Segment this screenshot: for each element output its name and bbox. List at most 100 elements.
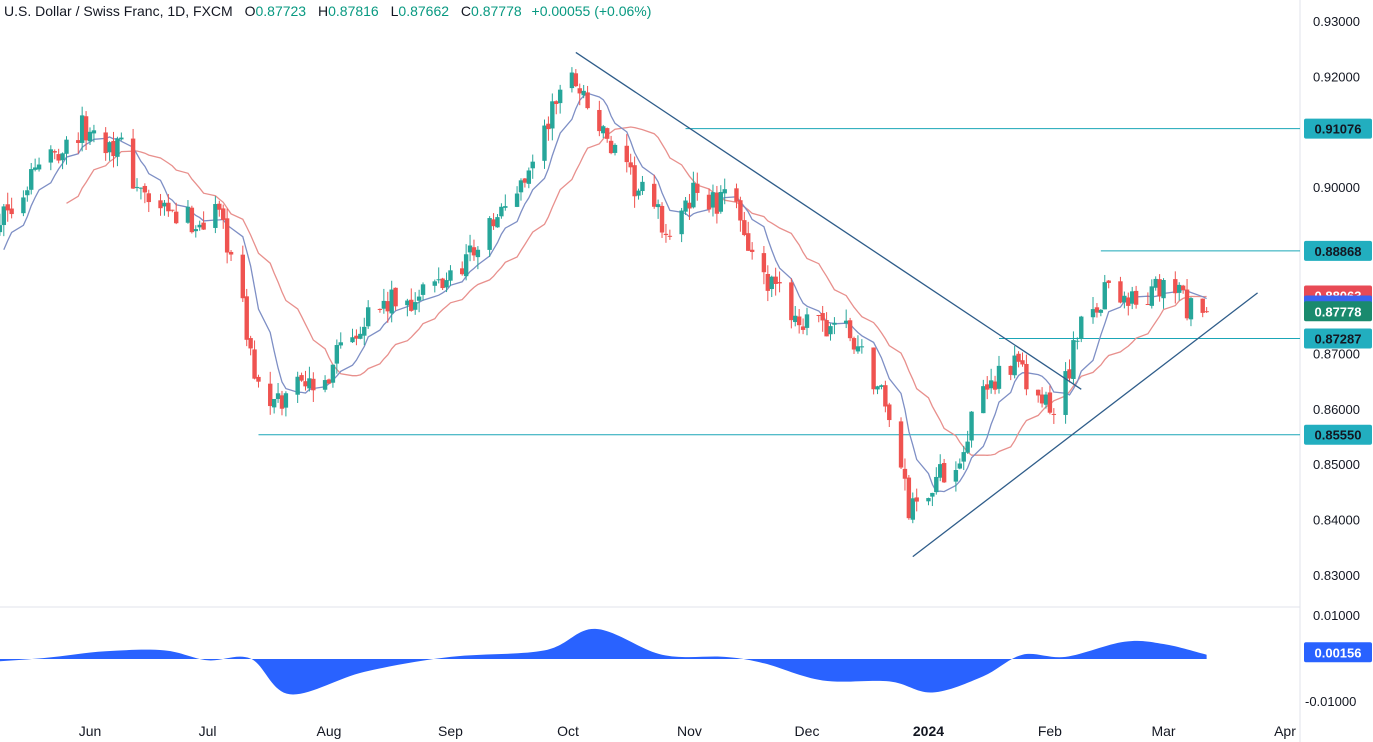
candle[interactable]	[244, 288, 249, 347]
candle[interactable]	[1153, 276, 1158, 291]
candle[interactable]	[1079, 315, 1084, 343]
candle[interactable]	[475, 246, 481, 270]
candle[interactable]	[1090, 296, 1096, 324]
candle[interactable]	[651, 174, 657, 209]
candle[interactable]	[746, 221, 751, 251]
candle[interactable]	[628, 153, 633, 175]
candle[interactable]	[695, 172, 700, 201]
candle[interactable]	[585, 85, 590, 110]
candle[interactable]	[471, 239, 477, 261]
candle[interactable]	[299, 372, 304, 382]
candle[interactable]	[1106, 279, 1111, 289]
candle[interactable]	[221, 204, 226, 229]
candle[interactable]	[119, 132, 124, 141]
candle[interactable]	[142, 183, 148, 204]
candle[interactable]	[608, 135, 614, 155]
candle[interactable]	[1188, 297, 1194, 327]
candle[interactable]	[906, 475, 912, 520]
candle[interactable]	[279, 390, 285, 416]
candle[interactable]	[1063, 362, 1068, 424]
candle[interactable]	[526, 167, 532, 189]
candle[interactable]	[467, 234, 473, 262]
candle[interactable]	[875, 385, 880, 395]
candle[interactable]	[170, 209, 175, 213]
candle[interactable]	[21, 190, 26, 217]
candle[interactable]	[855, 335, 861, 354]
candle[interactable]	[965, 430, 970, 454]
candle[interactable]	[330, 364, 336, 388]
candle[interactable]	[9, 197, 14, 219]
candle[interactable]	[193, 225, 198, 238]
candle[interactable]	[1008, 365, 1013, 381]
candlesticks[interactable]	[0, 67, 1209, 524]
candle[interactable]	[1149, 279, 1154, 309]
candle[interactable]	[295, 371, 300, 403]
candle[interactable]	[338, 332, 343, 349]
candle[interactable]	[546, 116, 551, 141]
candle[interactable]	[25, 186, 30, 202]
candle[interactable]	[1098, 309, 1104, 317]
candle[interactable]	[738, 196, 743, 232]
candle[interactable]	[577, 83, 582, 106]
candle[interactable]	[718, 185, 724, 214]
candle[interactable]	[1133, 285, 1139, 309]
candle[interactable]	[334, 339, 340, 374]
candle[interactable]	[52, 149, 57, 160]
candle[interactable]	[60, 152, 65, 170]
candle[interactable]	[773, 267, 778, 296]
candle[interactable]	[1200, 298, 1205, 318]
candle[interactable]	[448, 265, 453, 286]
candle[interactable]	[499, 203, 504, 219]
candle[interactable]	[83, 111, 89, 151]
candle[interactable]	[691, 171, 696, 209]
candle[interactable]	[957, 458, 963, 470]
candle[interactable]	[769, 275, 774, 298]
candle[interactable]	[201, 211, 206, 230]
candle[interactable]	[362, 317, 367, 346]
candle[interactable]	[761, 245, 767, 285]
candle[interactable]	[573, 69, 579, 88]
candle[interactable]	[969, 411, 974, 448]
candle[interactable]	[463, 244, 469, 281]
candle[interactable]	[405, 298, 410, 317]
candle[interactable]	[389, 280, 394, 323]
candle[interactable]	[416, 289, 422, 313]
candle[interactable]	[248, 335, 253, 356]
candle[interactable]	[1157, 274, 1162, 302]
candle[interactable]	[228, 250, 234, 262]
candle[interactable]	[930, 492, 935, 507]
candle[interactable]	[326, 378, 332, 384]
candle[interactable]	[444, 272, 449, 293]
candle[interactable]	[1122, 291, 1127, 309]
candle[interactable]	[358, 326, 363, 340]
candle[interactable]	[189, 205, 195, 234]
candle[interactable]	[1204, 307, 1209, 313]
trendline[interactable]	[575, 51, 1082, 390]
candle[interactable]	[1184, 279, 1190, 321]
candle[interactable]	[514, 186, 520, 208]
candle[interactable]	[518, 178, 524, 201]
candle[interactable]	[887, 402, 892, 427]
candle[interactable]	[217, 200, 222, 217]
candle[interactable]	[624, 134, 629, 173]
candle[interactable]	[64, 136, 69, 165]
symbol-title[interactable]: U.S. Dollar / Swiss Franc, 1D, FXCM	[4, 3, 233, 19]
candle[interactable]	[1094, 303, 1100, 318]
candle[interactable]	[851, 336, 857, 354]
candle[interactable]	[953, 461, 959, 492]
candle[interactable]	[440, 277, 445, 290]
candle[interactable]	[581, 84, 586, 99]
candle[interactable]	[714, 185, 720, 224]
candle[interactable]	[824, 312, 829, 337]
candle[interactable]	[687, 193, 692, 220]
candle[interactable]	[843, 309, 849, 329]
candle[interactable]	[48, 145, 54, 171]
candle[interactable]	[350, 328, 355, 343]
candle[interactable]	[706, 188, 712, 213]
candle[interactable]	[604, 127, 610, 143]
candle[interactable]	[503, 194, 508, 211]
candle[interactable]	[667, 229, 673, 240]
candle[interactable]	[1039, 387, 1045, 408]
candle[interactable]	[981, 379, 986, 414]
candle[interactable]	[91, 124, 97, 143]
